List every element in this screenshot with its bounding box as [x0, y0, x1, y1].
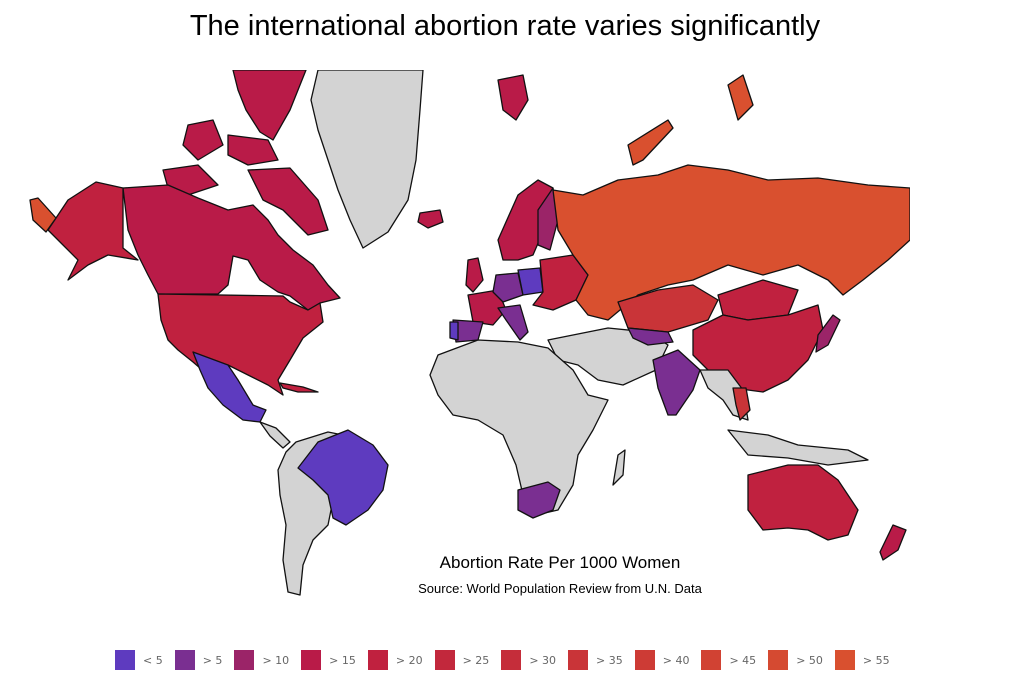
legend-swatch: [174, 650, 195, 670]
region-middle-east[interactable]: [547, 327, 669, 386]
legend-item[interactable]: > 20: [367, 650, 423, 670]
legend-item[interactable]: > 15: [301, 650, 356, 670]
region-india[interactable]: [652, 349, 701, 416]
legend-item[interactable]: > 10: [234, 650, 289, 670]
region-japan[interactable]: [815, 314, 841, 353]
legend-label: > 40: [662, 653, 690, 667]
region-new-zealand[interactable]: [879, 524, 907, 561]
region-portugal[interactable]: [449, 321, 459, 341]
region-uk[interactable]: [465, 257, 484, 293]
legend-item[interactable]: > 45: [701, 650, 756, 670]
legend-label: > 5: [202, 653, 223, 667]
legend: < 5 > 5 > 10 > 15 > 20 > 25 > 30 > 35 > 40 > 45 > …: [115, 650, 902, 670]
legend-swatch: [434, 650, 455, 670]
region-italy[interactable]: [497, 304, 529, 341]
region-vietnam[interactable]: [732, 387, 751, 421]
region-madagascar[interactable]: [612, 449, 626, 486]
region-africa[interactable]: [429, 339, 609, 516]
legend-item[interactable]: > 30: [501, 650, 556, 670]
legend-swatch: [634, 650, 655, 670]
legend-label: > 45: [729, 653, 757, 667]
legend-item[interactable]: > 40: [634, 650, 690, 670]
region-australia[interactable]: [747, 464, 859, 541]
legend-label: > 10: [262, 653, 290, 667]
region-uzbekistan[interactable]: [627, 327, 674, 346]
region-novaya-zemlya[interactable]: [627, 119, 674, 166]
map-source: Source: World Population Review from U.N…: [418, 581, 702, 596]
map-title: The international abortion rate varies s…: [189, 10, 821, 42]
legend-swatch: [115, 650, 135, 670]
legend-label: > 30: [529, 653, 557, 667]
legend-swatch: [701, 650, 722, 670]
legend-item[interactable]: < 5: [115, 650, 163, 670]
region-canada-islands-3[interactable]: [227, 134, 279, 166]
legend-swatch: [568, 650, 589, 670]
legend-item[interactable]: > 50: [768, 650, 823, 670]
legend-item[interactable]: > 55: [834, 650, 890, 670]
legend-swatch: [501, 650, 522, 670]
region-usa[interactable]: [157, 293, 324, 396]
region-svalbard[interactable]: [497, 74, 529, 121]
legend-item[interactable]: > 35: [568, 650, 623, 670]
region-russia[interactable]: [552, 164, 910, 321]
legend-item[interactable]: > 5: [174, 650, 223, 670]
region-mongolia[interactable]: [717, 279, 799, 321]
region-canada-islands[interactable]: [232, 70, 307, 141]
region-russia-islands[interactable]: [727, 74, 754, 121]
region-baffin[interactable]: [247, 167, 329, 236]
region-south-africa[interactable]: [517, 481, 561, 519]
region-russia-chukotka[interactable]: [29, 197, 57, 233]
legend-item[interactable]: > 25: [434, 650, 490, 670]
region-alaska[interactable]: [47, 181, 139, 281]
legend-swatch: [301, 650, 322, 670]
legend-label: > 25: [462, 653, 490, 667]
region-finland[interactable]: [537, 187, 559, 251]
map-caption: Abortion Rate Per 1000 Women: [439, 553, 681, 572]
legend-label: > 35: [596, 653, 623, 667]
region-greenland[interactable]: [310, 70, 424, 249]
legend-label: < 5: [143, 653, 163, 667]
region-iceland[interactable]: [417, 209, 444, 229]
legend-label: > 55: [862, 653, 890, 667]
region-poland[interactable]: [517, 267, 544, 296]
legend-swatch: [234, 650, 255, 670]
region-indonesia[interactable]: [727, 429, 869, 466]
legend-swatch: [367, 650, 388, 670]
legend-label: > 15: [329, 653, 356, 667]
legend-swatch: [768, 650, 789, 670]
region-brazil[interactable]: [297, 429, 389, 526]
region-cuba[interactable]: [279, 382, 319, 393]
legend-label: > 20: [395, 653, 423, 667]
legend-swatch: [834, 650, 855, 670]
region-germany[interactable]: [492, 272, 524, 303]
region-central-america[interactable]: [259, 421, 291, 449]
legend-label: > 50: [796, 653, 823, 667]
region-canada-islands-2[interactable]: [182, 119, 224, 161]
world-map: [29, 70, 910, 596]
